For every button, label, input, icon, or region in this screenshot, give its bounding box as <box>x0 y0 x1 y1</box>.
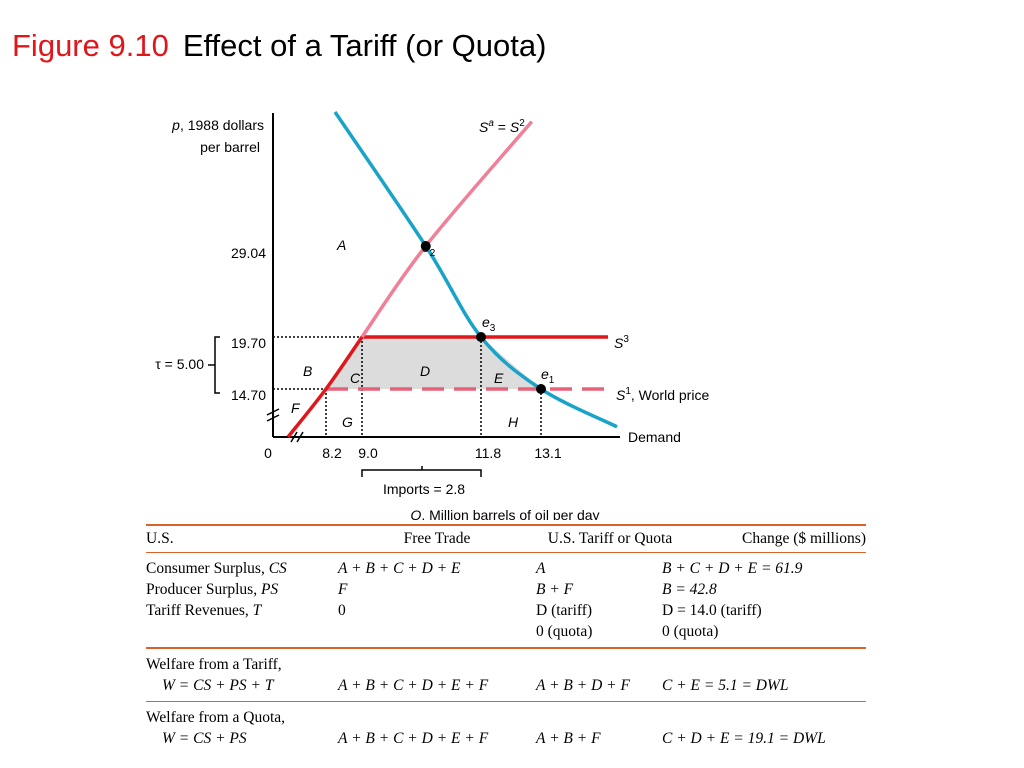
world-price-label: S1, World price <box>616 386 709 403</box>
tariff-cell: D (tariff) <box>536 602 593 619</box>
area-label-h: H <box>508 414 519 430</box>
equilibrium-points <box>420 241 546 394</box>
equilibrium-point-e1 <box>536 384 546 394</box>
table-row: Tariff Revenues, T 0 D (tariff) D = 14.0… <box>146 600 866 621</box>
free-trade-cell: 0 <box>338 602 346 619</box>
table-rule <box>146 551 866 553</box>
supply-curve-label: Sa = S2 <box>479 118 525 135</box>
e2-label: e2 <box>422 239 436 259</box>
table-row: 0 (quota) 0 (quota) <box>146 621 866 642</box>
area-label-e: E <box>494 370 504 386</box>
table-row: W = CS + PS + T A + B + C + D + E + F A … <box>146 675 866 696</box>
imports-label: Imports = 2.8 <box>383 481 465 497</box>
e1-label: e1 <box>541 366 555 386</box>
header-change: Change ($ millions) <box>742 529 866 547</box>
x-tick-label: 9.0 <box>358 445 378 461</box>
x-tick-label: 11.8 <box>475 445 501 461</box>
area-label-c: C <box>350 370 361 386</box>
header-us: U.S. <box>146 529 174 547</box>
change-cell: D = 14.0 (tariff) <box>662 602 762 619</box>
table-header: U.S. Free Trade U.S. Tariff or Quota Cha… <box>146 526 866 552</box>
table-rule <box>146 700 866 702</box>
tariff-cell: 0 (quota) <box>536 623 593 640</box>
figure-number: Figure 9.10 <box>12 28 169 63</box>
welfare-tariff-block: Welfare from a Tariff, W = CS + PS + T A… <box>146 649 866 701</box>
imports-bracket-icon <box>361 466 482 477</box>
y-axis-break-icon <box>266 408 280 422</box>
y-axis-label-line2: per barrel <box>200 139 260 155</box>
change-cell: B = 42.8 <box>662 581 717 598</box>
guide-lines <box>273 336 542 437</box>
y-tick-label: 14.70 <box>231 387 266 403</box>
equilibrium-point-e3 <box>476 332 486 342</box>
free-trade-cell: A + B + C + D + E + F <box>338 730 489 747</box>
x-axis-label: Q, Million barrels of oil per day <box>410 507 599 520</box>
row-label: Consumer Surplus, <box>146 560 269 577</box>
table-row: Welfare from a Tariff, <box>146 654 866 675</box>
change-cell: C + E = 5.1 = DWL <box>662 676 789 694</box>
tariff-cell: A + B + F <box>536 730 601 747</box>
tariff-cell: A <box>536 560 546 577</box>
tariff-bracket-icon <box>208 336 220 394</box>
change-cell: C + D + E = 19.1 = DWL <box>662 730 826 747</box>
area-label-g: G <box>342 414 353 430</box>
x-axis-break-icon <box>290 431 304 443</box>
area-label-f: F <box>291 400 301 416</box>
area-label-a: A <box>336 237 346 253</box>
header-tariff-quota: U.S. Tariff or Quota <box>547 529 673 547</box>
change-cell: B + C + D + E = 61.9 <box>662 560 803 577</box>
tariff-label: τ = 5.00 <box>155 356 204 372</box>
row-label-var: PS <box>260 581 279 598</box>
x-tick-label: 13.1 <box>534 445 561 461</box>
demand-label: Demand <box>628 429 681 445</box>
table-row: Producer Surplus, PS F B + F B = 42.8 <box>146 579 866 600</box>
welfare-tariff-title: Welfare from a Tariff, <box>146 655 282 673</box>
shaded-area-cde <box>326 337 541 389</box>
table-row: Welfare from a Quota, <box>146 707 866 728</box>
welfare-quota-title: Welfare from a Quota, <box>146 709 286 726</box>
slide-title: Figure 9.10 Effect of a Tariff (or Quota) <box>12 28 546 64</box>
welfare-quota-block: Welfare from a Quota, W = CS + PS A + B … <box>146 702 866 754</box>
x-tick-label: 8.2 <box>322 445 342 461</box>
row-label-var: CS <box>268 560 287 577</box>
table-row: W = CS + PS A + B + C + D + E + F A + B … <box>146 728 866 749</box>
change-cell: 0 (quota) <box>662 623 719 640</box>
surplus-block: Consumer Surplus, CS A + B + C + D + E A… <box>146 553 866 647</box>
free-trade-cell: F <box>338 581 348 598</box>
welfare-quota-formula: W = CS + PS <box>162 730 247 747</box>
area-label-d: D <box>420 363 430 379</box>
x-tick-label: 0 <box>264 445 272 461</box>
e3-label: e3 <box>482 314 496 334</box>
area-label-b: B <box>303 363 312 379</box>
figure-title: Effect of a Tariff (or Quota) <box>182 28 547 63</box>
table-row: Consumer Surplus, CS A + B + C + D + E A… <box>146 558 866 579</box>
s3-label: S3 <box>614 334 629 351</box>
domestic-supply-curve-low <box>286 336 364 439</box>
domestic-supply-curve <box>360 120 534 339</box>
equilibrium-point-e2 <box>420 241 431 251</box>
demand-curve <box>333 111 618 429</box>
table-rule <box>146 647 866 649</box>
table-rule <box>146 524 866 526</box>
row-label: Producer Surplus, <box>146 581 261 598</box>
tariff-cell: B + F <box>536 581 574 598</box>
row-label-var: T <box>252 602 262 619</box>
header-free-trade: Free Trade <box>403 529 471 547</box>
row-label: Tariff Revenues, <box>146 602 253 619</box>
tariff-cell: A + B + D + F <box>536 676 630 694</box>
y-tick-label: 29.04 <box>231 245 266 261</box>
tariff-chart: p, 1988 dollars per barrel 29.04 19.70 1… <box>155 111 709 520</box>
welfare-table: U.S. Free Trade U.S. Tariff or Quota Cha… <box>146 524 866 754</box>
y-tick-label: 19.70 <box>231 335 266 351</box>
y-axis-label-line1: p, 1988 dollars <box>171 117 264 133</box>
free-trade-cell: A + B + C + D + E + F <box>338 676 489 694</box>
free-trade-cell: A + B + C + D + E <box>338 560 461 577</box>
welfare-tariff-formula: W = CS + PS + T <box>162 676 274 694</box>
